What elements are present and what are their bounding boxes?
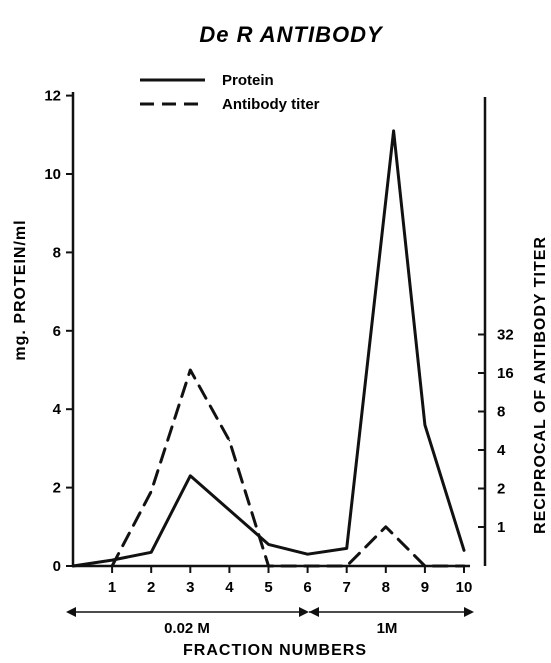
x-axis-label: FRACTION NUMBERS [183,642,367,659]
x-tick-label: 6 [303,579,311,596]
x-tick-label: 3 [186,579,194,596]
y-tick-label: 8 [53,244,61,261]
y2-tick-label: 32 [497,327,514,344]
x-tick-label: 2 [147,579,155,596]
y-ticks: 0 2 4 6 8 10 12 [44,88,73,575]
legend-label-antibody: Antibody titer [222,96,320,113]
y2-tick-label: 16 [497,365,514,382]
legend-label-protein: Protein [222,72,274,89]
series-line-protein [71,129,466,568]
y2-tick-label: 8 [497,404,505,421]
y2-tick-label: 2 [497,481,505,498]
y-tick-label: 12 [44,88,61,105]
y2-tick-label: 4 [497,442,506,459]
data-point [424,424,426,426]
data-point [385,526,387,528]
y2-tick-label: 1 [497,519,505,536]
series-line-antibody-titer [110,368,466,568]
x-tick-label: 7 [343,579,351,596]
data-point [228,439,231,442]
data-point [111,565,113,567]
x-tick-label: 8 [382,579,390,596]
data-point [463,549,465,552]
data-point [150,490,152,493]
data-point [306,565,309,567]
x-tick-label: 1 [108,579,116,596]
data-point [150,551,152,554]
legend: Protein Antibody titer [140,72,320,113]
y-tick-label: 2 [53,480,61,497]
data-point [345,565,348,567]
arrowhead-right [464,607,474,617]
x-tick-label: 9 [421,579,429,596]
data-point [392,130,395,132]
data-point [345,547,348,550]
data-point [306,553,309,556]
data-point [189,475,192,477]
data-point [189,369,192,371]
x-tick-label: 5 [264,579,272,596]
x-tick-label: 4 [225,579,234,596]
data-point [72,565,74,567]
y-tick-label: 10 [44,166,61,183]
x-tick-label: 10 [456,579,473,596]
y-tick-label: 0 [53,558,61,575]
range-label-1m: 1M [377,620,398,637]
arrowhead-mid-left [299,607,309,617]
y2-axis-label: RECIPROCAL OF ANTIBODY TITER [532,236,549,534]
y-tick-label: 4 [53,401,62,418]
y-axis-label: mg. PROTEIN/ml [12,219,29,360]
data-point [267,543,270,546]
x-range-annotations: 0.02 M 1M [66,607,474,637]
data-point [424,565,426,567]
data-point [463,565,465,567]
x-ticks: 1 2 3 4 5 6 7 8 9 10 [108,566,472,596]
range-label-0.02m: 0.02 M [164,620,210,637]
series-group [71,129,466,568]
data-point [267,565,270,567]
arrowhead-mid-right [309,607,319,617]
y-tick-label: 6 [53,323,61,340]
arrowhead-left [66,607,76,617]
chart-title: De R ANTIBODY [199,22,384,47]
data-point [111,559,113,561]
y2-ticks: 1 2 4 8 16 32 [478,327,514,536]
